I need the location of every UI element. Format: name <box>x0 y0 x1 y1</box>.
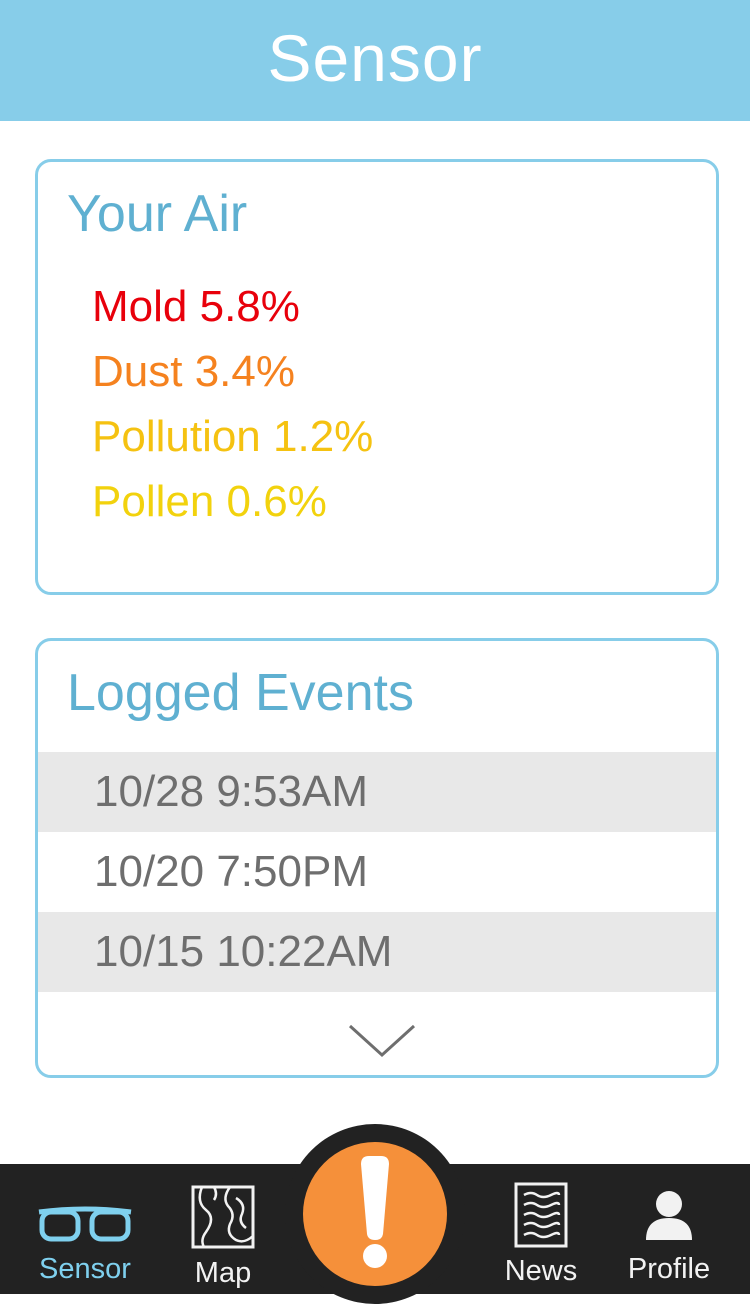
tab-profile-label: Profile <box>627 1253 711 1285</box>
event-row[interactable]: 10/15 10:22AM <box>38 912 716 992</box>
glasses-icon <box>38 1206 132 1242</box>
tab-news-label: News <box>504 1255 578 1287</box>
app-header: Sensor <box>0 0 750 121</box>
events-list: 10/28 9:53AM 10/20 7:50PM 10/15 10:22AM <box>38 752 716 992</box>
map-icon <box>191 1185 255 1249</box>
your-air-title: Your Air <box>67 185 248 243</box>
air-readings-list: Mold 5.8% Dust 3.4% Pollution 1.2% Polle… <box>92 274 373 534</box>
logged-events-title: Logged Events <box>67 664 414 722</box>
logged-events-card: Logged Events 10/28 9:53AM 10/20 7:50PM … <box>35 638 719 1078</box>
tab-sensor-label: Sensor <box>39 1253 131 1285</box>
tab-profile[interactable]: Profile <box>609 1164 729 1294</box>
tab-news[interactable]: News <box>481 1164 601 1294</box>
air-reading-pollution: Pollution 1.2% <box>92 412 374 461</box>
event-row[interactable]: 10/28 9:53AM <box>38 752 716 832</box>
event-row[interactable]: 10/20 7:50PM <box>94 847 368 896</box>
chevron-down-icon[interactable] <box>347 1022 417 1060</box>
page-title: Sensor <box>267 20 483 95</box>
exclamation-icon <box>361 1156 389 1268</box>
air-reading-mold: Mold 5.8% <box>92 282 300 331</box>
user-icon <box>646 1191 692 1240</box>
tab-sensor[interactable]: Sensor <box>15 1164 155 1294</box>
your-air-card: Your Air Mold 5.8% Dust 3.4% Pollution 1… <box>35 159 719 595</box>
alert-button[interactable] <box>303 1142 447 1286</box>
newspaper-icon <box>514 1182 568 1248</box>
air-reading-dust: Dust 3.4% <box>92 347 295 396</box>
air-reading-pollen: Pollen 0.6% <box>92 477 327 526</box>
tab-map[interactable]: Map <box>163 1164 283 1294</box>
tab-map-label: Map <box>194 1257 252 1289</box>
